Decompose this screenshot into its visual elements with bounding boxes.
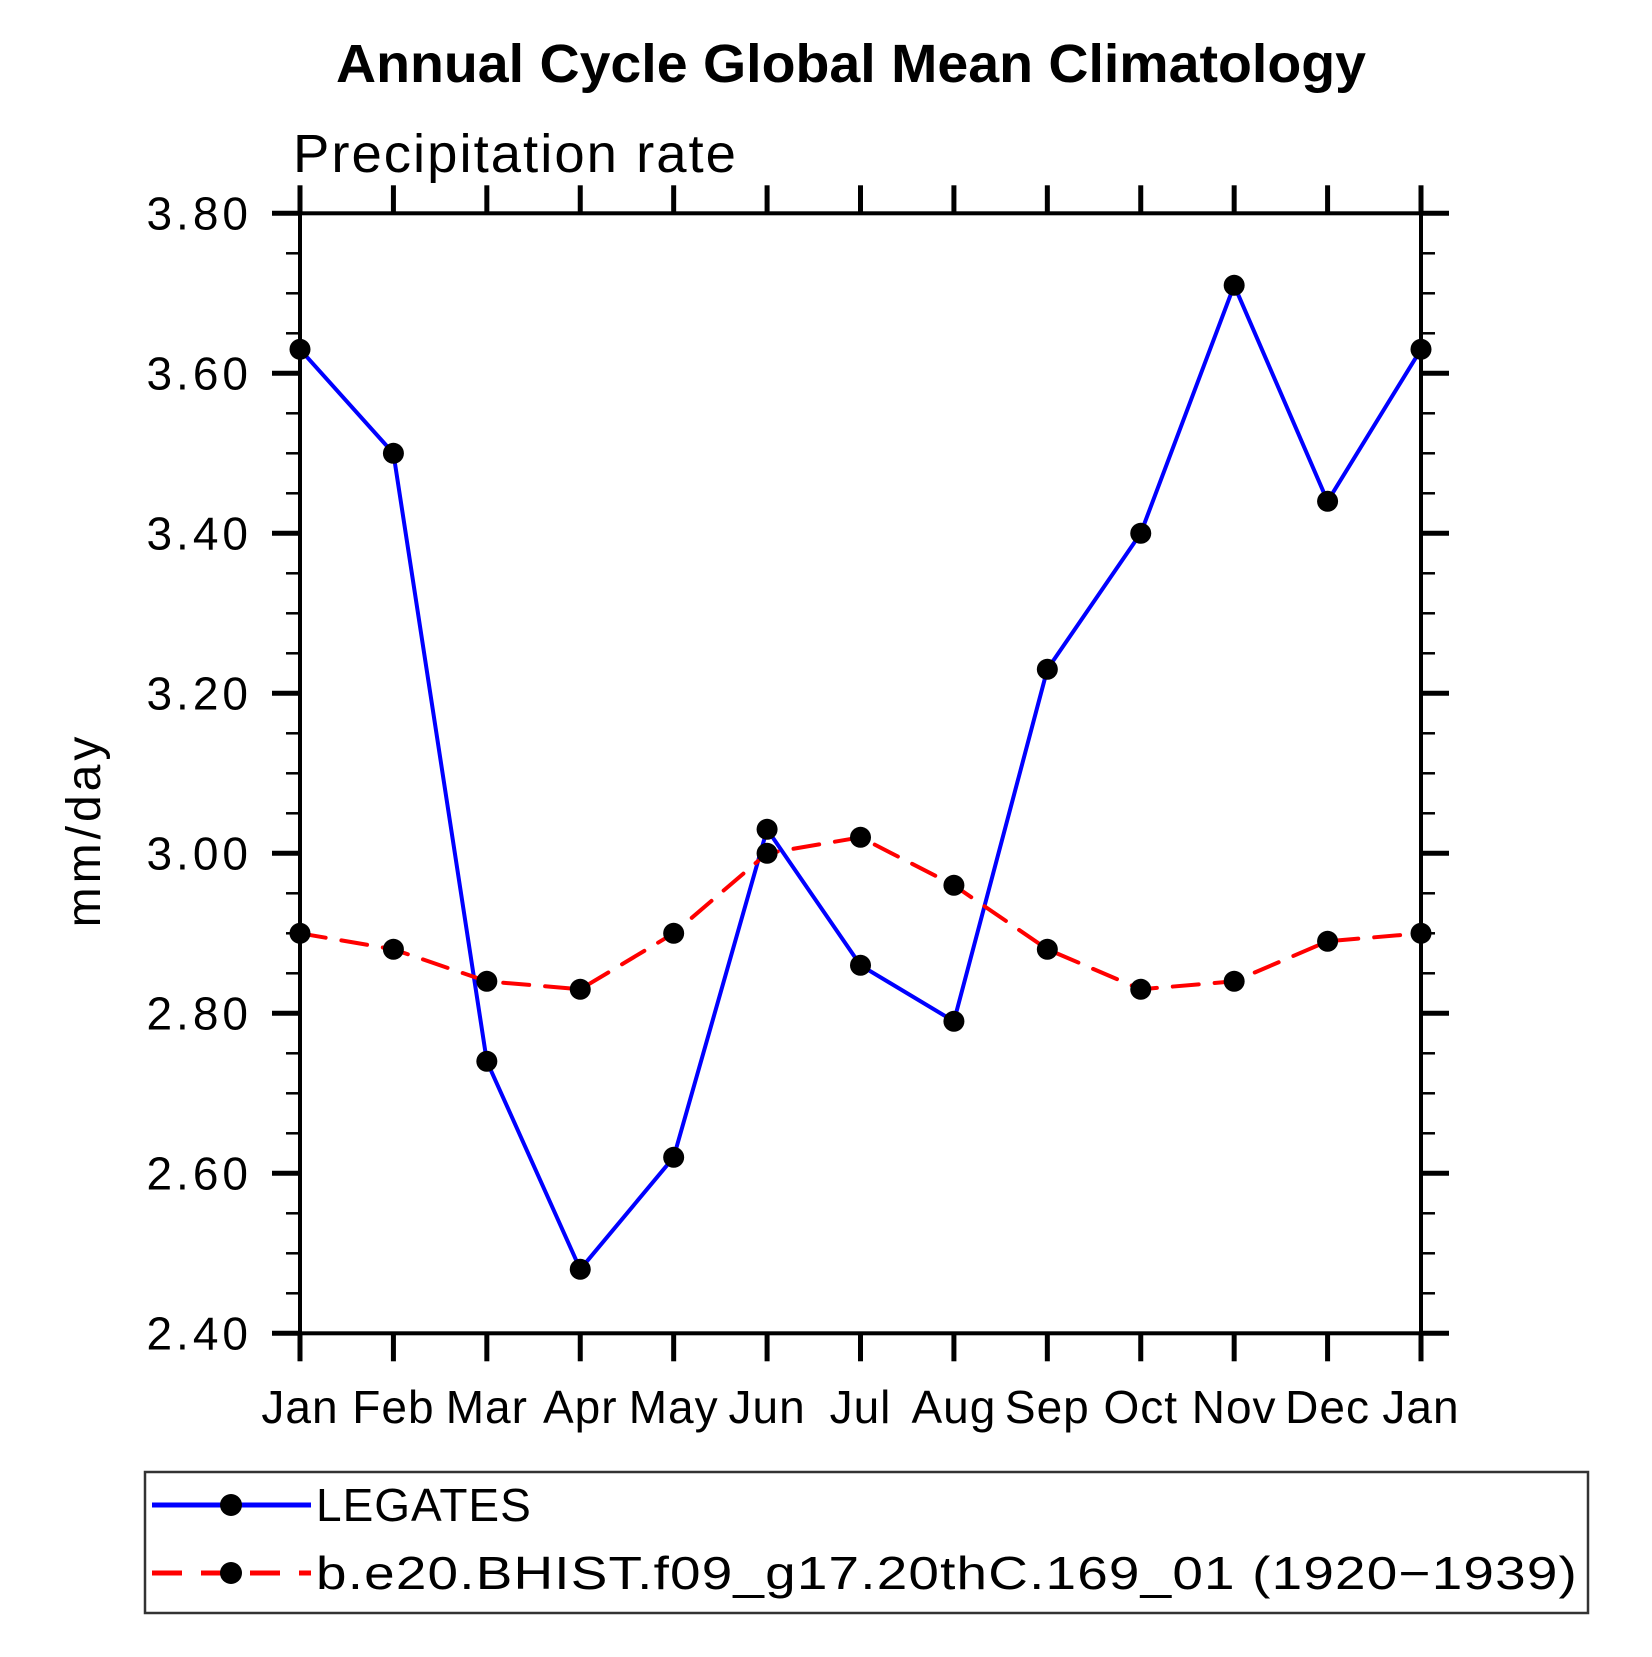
y-tick-label: 3.60	[146, 347, 252, 399]
x-tick-label: Mar	[446, 1381, 528, 1433]
data-point-s1	[756, 842, 778, 864]
legend-box	[143, 1470, 1590, 1615]
data-point-s0	[850, 954, 871, 976]
data-point-s1	[1223, 970, 1245, 992]
x-tick-label: Apr	[543, 1381, 618, 1433]
data-point-s1	[850, 826, 871, 848]
y-tick-label: 2.60	[146, 1147, 252, 1199]
data-point-s0	[382, 442, 404, 464]
x-tick-label: May	[629, 1381, 719, 1433]
x-tick-label: Sep	[1005, 1381, 1090, 1433]
x-tick-label: Feb	[352, 1381, 434, 1433]
data-point-s1	[476, 970, 498, 992]
data-point-s1	[943, 874, 965, 896]
data-point-s1	[1036, 938, 1058, 960]
data-point-s0	[289, 338, 311, 360]
x-tick-label: Jul	[830, 1381, 892, 1433]
data-point-s1	[289, 922, 311, 944]
data-point-s0	[1317, 490, 1339, 512]
y-tick-label: 3.40	[146, 507, 252, 559]
legend-label-0: LEGATES	[316, 1479, 532, 1531]
data-point-s1	[1317, 930, 1339, 952]
x-tick-label: Oct	[1103, 1381, 1178, 1433]
data-point-s0	[569, 1258, 591, 1280]
chart-subtitle: Precipitation rate	[293, 124, 738, 184]
legend: LEGATES b.e20.BHIST.f09_g17.20thC.169_01 …	[143, 1470, 1590, 1615]
data-point-s1	[1130, 978, 1152, 1000]
legend-marker-0	[220, 1494, 242, 1516]
x-tick-label: Jun	[728, 1381, 805, 1433]
x-tick-label: Aug	[911, 1381, 996, 1433]
x-tick-label: Dec	[1285, 1381, 1370, 1433]
x-tick-label: Jan	[1382, 1381, 1459, 1433]
data-point-s0	[943, 1010, 965, 1032]
y-tick-label: 3.20	[146, 667, 252, 719]
data-point-s0	[1130, 522, 1152, 544]
data-point-s0	[756, 818, 778, 840]
legend-marker-1	[220, 1562, 242, 1584]
data-point-s0	[663, 1146, 685, 1168]
data-point-s1	[1410, 922, 1432, 944]
data-point-s0	[1036, 658, 1058, 680]
y-tick-label: 2.80	[146, 987, 252, 1039]
data-point-s0	[476, 1050, 498, 1072]
data-point-s1	[382, 938, 404, 960]
data-point-s1	[663, 922, 685, 944]
data-point-s0	[1410, 338, 1432, 360]
y-tick-label: 3.80	[146, 187, 252, 239]
x-tick-label: Nov	[1192, 1381, 1277, 1433]
y-axis-label: mm/day	[58, 733, 111, 928]
data-point-s1	[569, 978, 591, 1000]
y-tick-label: 3.00	[146, 827, 252, 879]
data-point-s0	[1223, 274, 1245, 296]
chart-title: Annual Cycle Global Mean Climatology	[336, 34, 1366, 94]
legend-label-1: b.e20.BHIST.f09_g17.20thC.169_01 (1920−1…	[316, 1547, 1578, 1599]
x-tick-label: Jan	[261, 1381, 338, 1433]
y-tick-label: 2.40	[146, 1307, 252, 1359]
